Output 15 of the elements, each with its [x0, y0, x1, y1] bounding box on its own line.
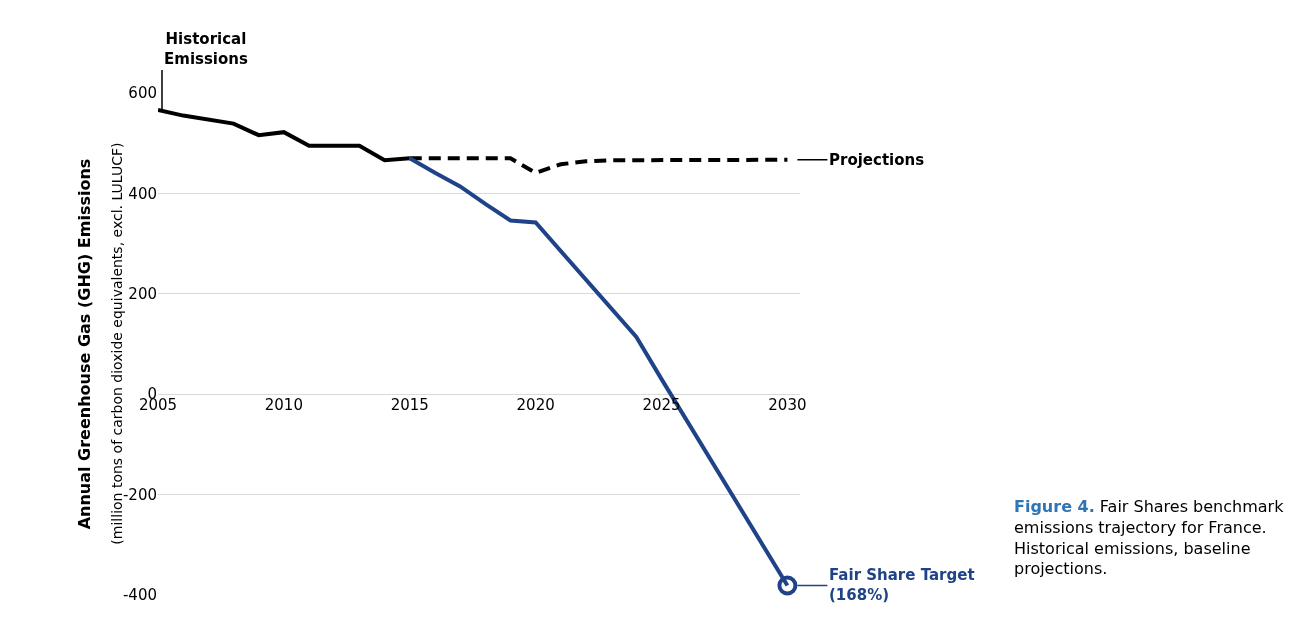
text: (million tons of carbon dioxide equivalents, excl. LULUCF) — [108, 142, 125, 545]
y-axis-title: Annual Greenhouse Gas (GHG) Emissions — [74, 158, 94, 530]
x-tick-label: 2015 — [390, 396, 429, 415]
text: Historical Emissions — [164, 30, 248, 68]
legend-label: Fair Share Target (168%) — [829, 566, 975, 604]
caption: Figure 4. — [1014, 497, 1095, 516]
x-tick-label: 2010 — [264, 396, 303, 415]
y-tick-label: -200 — [122, 485, 157, 504]
y-tick-label: -400 — [122, 586, 157, 605]
y-tick-label: 400 — [128, 184, 157, 203]
legend-label: Projections — [829, 151, 925, 169]
x-tick-label: 2020 — [516, 396, 555, 415]
x-tick-label: 2030 — [768, 396, 807, 415]
y-tick-label: 600 — [128, 84, 157, 103]
y-tick-label: 200 — [128, 285, 157, 304]
